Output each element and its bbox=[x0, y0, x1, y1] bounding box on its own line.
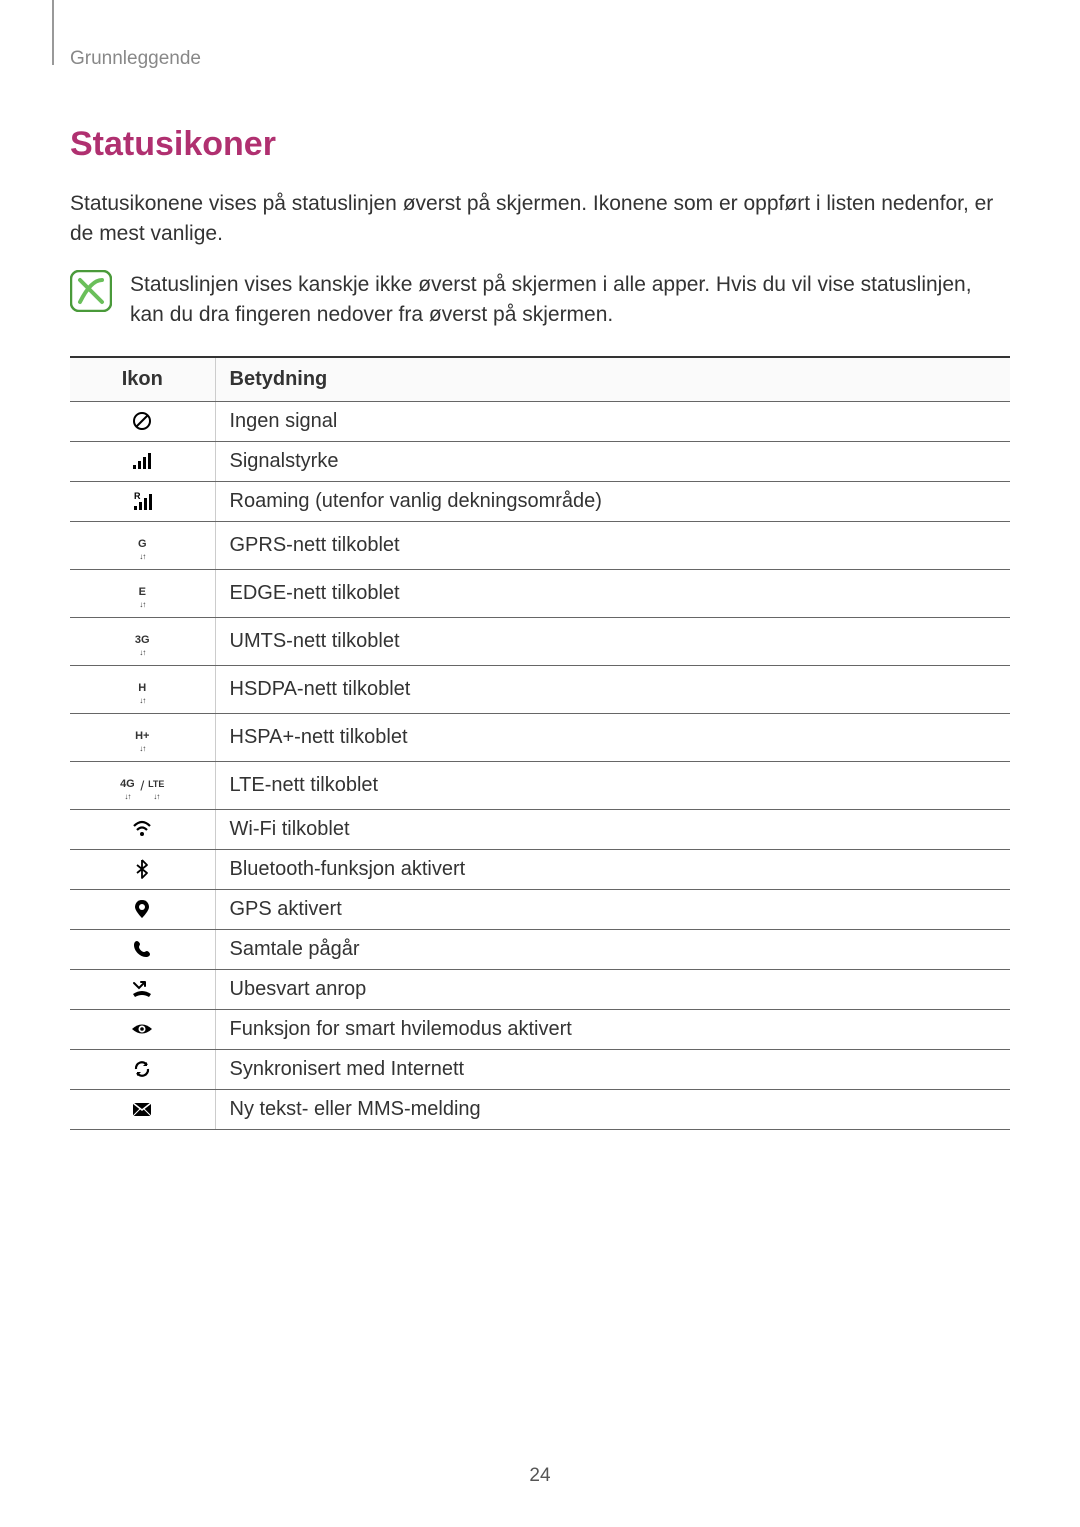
call-icon bbox=[70, 929, 215, 969]
table-row: Synkronisert med Internett bbox=[70, 1049, 1010, 1089]
table-row: E↓↑ EDGE-nett tilkoblet bbox=[70, 569, 1010, 617]
table-row: Samtale pågår bbox=[70, 929, 1010, 969]
status-icons-table: Ikon Betydning Ingen signal Signalstyrke… bbox=[70, 356, 1010, 1130]
breadcrumb: Grunnleggende bbox=[70, 48, 1010, 70]
table-row: Signalstyrke bbox=[70, 441, 1010, 481]
cell-meaning: Samtale pågår bbox=[215, 929, 1010, 969]
lte-icon: 4G↓↑ / LTE↓↑ bbox=[70, 761, 215, 809]
table-header-meaning: Betydning bbox=[215, 357, 1010, 402]
cell-meaning: Synkronisert med Internett bbox=[215, 1049, 1010, 1089]
table-row: H↓↑ HSDPA-nett tilkoblet bbox=[70, 665, 1010, 713]
gprs-icon: G↓↑ bbox=[70, 521, 215, 569]
svg-text:R: R bbox=[134, 491, 141, 501]
bluetooth-icon bbox=[70, 849, 215, 889]
cell-meaning: Ingen signal bbox=[215, 401, 1010, 441]
table-row: Wi-Fi tilkoblet bbox=[70, 809, 1010, 849]
umts-icon: 3G↓↑ bbox=[70, 617, 215, 665]
cell-meaning: LTE-nett tilkoblet bbox=[215, 761, 1010, 809]
table-row: 4G↓↑ / LTE↓↑ LTE-nett tilkoblet bbox=[70, 761, 1010, 809]
edge-icon: E↓↑ bbox=[70, 569, 215, 617]
table-row: G↓↑ GPRS-nett tilkoblet bbox=[70, 521, 1010, 569]
cell-meaning: Roaming (utenfor vanlig dekningsområde) bbox=[215, 481, 1010, 521]
cell-meaning: Bluetooth-funksjon aktivert bbox=[215, 849, 1010, 889]
table-row: GPS aktivert bbox=[70, 889, 1010, 929]
note-text: Statuslinjen vises kanskje ikke øverst p… bbox=[130, 270, 1010, 331]
hspa-plus-icon: H+↓↑ bbox=[70, 713, 215, 761]
page-number: 24 bbox=[0, 1465, 1080, 1487]
table-row: H+↓↑ HSPA+-nett tilkoblet bbox=[70, 713, 1010, 761]
sync-icon bbox=[70, 1049, 215, 1089]
intro-paragraph: Statusikonene vises på statuslinjen øver… bbox=[70, 189, 1010, 250]
table-row: Ny tekst- eller MMS-melding bbox=[70, 1089, 1010, 1129]
cell-meaning: GPRS-nett tilkoblet bbox=[215, 521, 1010, 569]
cell-meaning: Ubesvart anrop bbox=[215, 969, 1010, 1009]
message-icon bbox=[70, 1089, 215, 1129]
note-box: Statuslinjen vises kanskje ikke øverst p… bbox=[70, 270, 1010, 331]
table-row: Ingen signal bbox=[70, 401, 1010, 441]
missed-call-icon bbox=[70, 969, 215, 1009]
section-title: Statusikoner bbox=[70, 125, 1010, 164]
cell-meaning: Signalstyrke bbox=[215, 441, 1010, 481]
roaming-icon: R bbox=[70, 481, 215, 521]
table-header-icon: Ikon bbox=[70, 357, 215, 402]
cell-meaning: EDGE-nett tilkoblet bbox=[215, 569, 1010, 617]
gps-icon bbox=[70, 889, 215, 929]
wifi-icon bbox=[70, 809, 215, 849]
table-row: Funksjon for smart hvilemodus aktivert bbox=[70, 1009, 1010, 1049]
note-icon bbox=[70, 270, 112, 312]
cell-meaning: Ny tekst- eller MMS-melding bbox=[215, 1089, 1010, 1129]
cell-meaning: Wi-Fi tilkoblet bbox=[215, 809, 1010, 849]
hsdpa-icon: H↓↑ bbox=[70, 665, 215, 713]
signal-strength-icon bbox=[70, 441, 215, 481]
table-row: R Roaming (utenfor vanlig dekningsområde… bbox=[70, 481, 1010, 521]
cell-meaning: UMTS-nett tilkoblet bbox=[215, 617, 1010, 665]
smart-stay-icon bbox=[70, 1009, 215, 1049]
cell-meaning: HSDPA-nett tilkoblet bbox=[215, 665, 1010, 713]
cell-meaning: HSPA+-nett tilkoblet bbox=[215, 713, 1010, 761]
cell-meaning: Funksjon for smart hvilemodus aktivert bbox=[215, 1009, 1010, 1049]
table-row: 3G↓↑ UMTS-nett tilkoblet bbox=[70, 617, 1010, 665]
cell-meaning: GPS aktivert bbox=[215, 889, 1010, 929]
table-row: Bluetooth-funksjon aktivert bbox=[70, 849, 1010, 889]
header-left-rule bbox=[52, 0, 54, 65]
page-content: Grunnleggende Statusikoner Statusikonene… bbox=[0, 0, 1080, 1130]
table-row: Ubesvart anrop bbox=[70, 969, 1010, 1009]
no-signal-icon bbox=[70, 401, 215, 441]
